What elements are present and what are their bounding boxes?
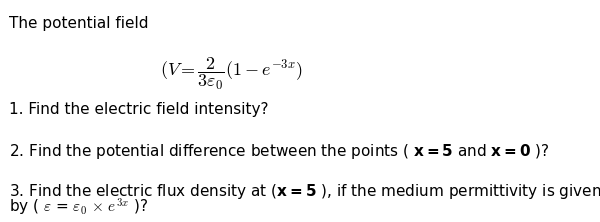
Text: by ( $\varepsilon$ = $\varepsilon_0$ $\times$ $e^{3x}$ )?: by ( $\varepsilon$ = $\varepsilon_0$ $\t… xyxy=(9,196,148,218)
Text: 2. Find the potential difference between the points ( $\mathbf{x = 5}$ and $\mat: 2. Find the potential difference between… xyxy=(9,142,550,161)
Text: The potential field: The potential field xyxy=(9,16,149,31)
Text: 1. Find the electric field intensity?: 1. Find the electric field intensity? xyxy=(9,102,269,117)
Text: 3. Find the electric flux density at ($\mathbf{x = 5}$ ), if the medium permitti: 3. Find the electric flux density at ($\… xyxy=(9,182,600,201)
Text: $(V = \dfrac{2}{3\varepsilon_0}(1 - e^{-3x})$: $(V = \dfrac{2}{3\varepsilon_0}(1 - e^{-… xyxy=(160,56,303,92)
